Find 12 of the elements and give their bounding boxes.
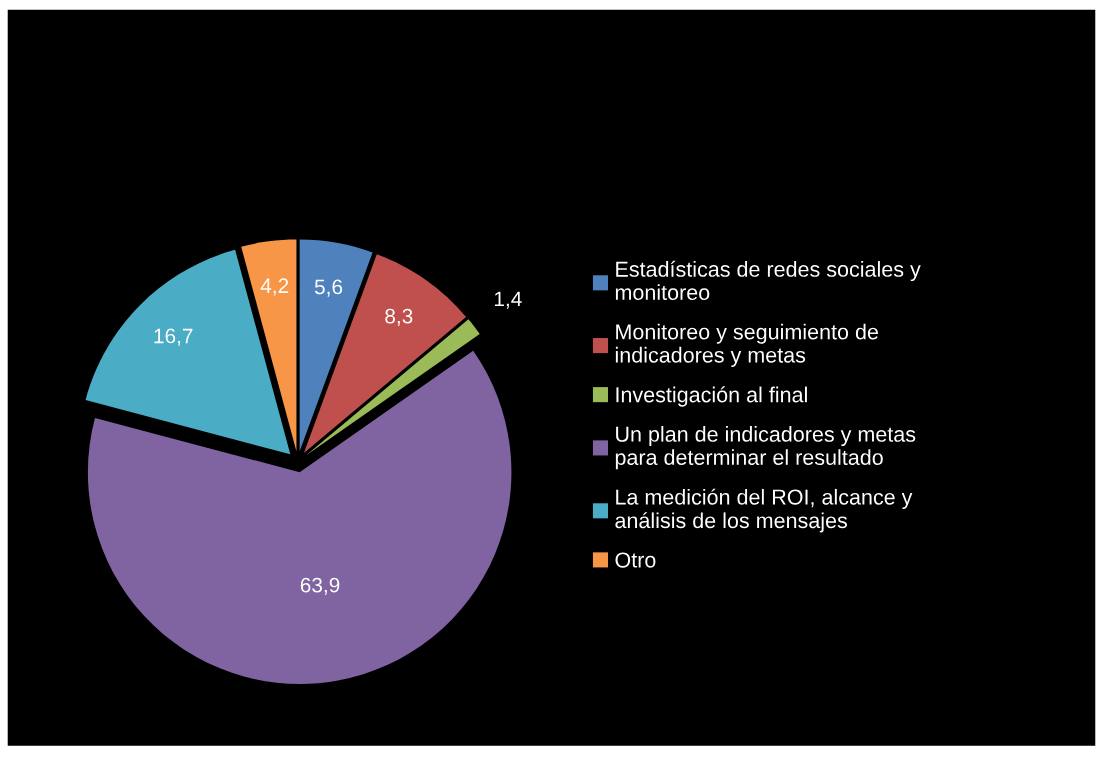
data-label: 8,3 [385, 308, 413, 326]
legend-label: La medición del ROI, alcance y análisis de los mensajes [615, 488, 913, 533]
legend-label: Un plan de indicadores y metas para determinar el resultado [615, 426, 916, 470]
data-label: 4,2 [260, 278, 289, 296]
data-label: 16,7 [154, 328, 193, 346]
data-label: 5,6 [314, 279, 343, 297]
legend-label: Monitoreo y seguimiento de indicadores y metas [615, 323, 878, 367]
data-label: 63,9 [300, 577, 340, 595]
legend-label: Investigación al final [616, 386, 807, 407]
data-label: 1,4 [494, 291, 522, 309]
legend-label: Otro [615, 552, 656, 568]
legend-label: Estadísticas de redes sociales y monitoreo [615, 260, 921, 301]
